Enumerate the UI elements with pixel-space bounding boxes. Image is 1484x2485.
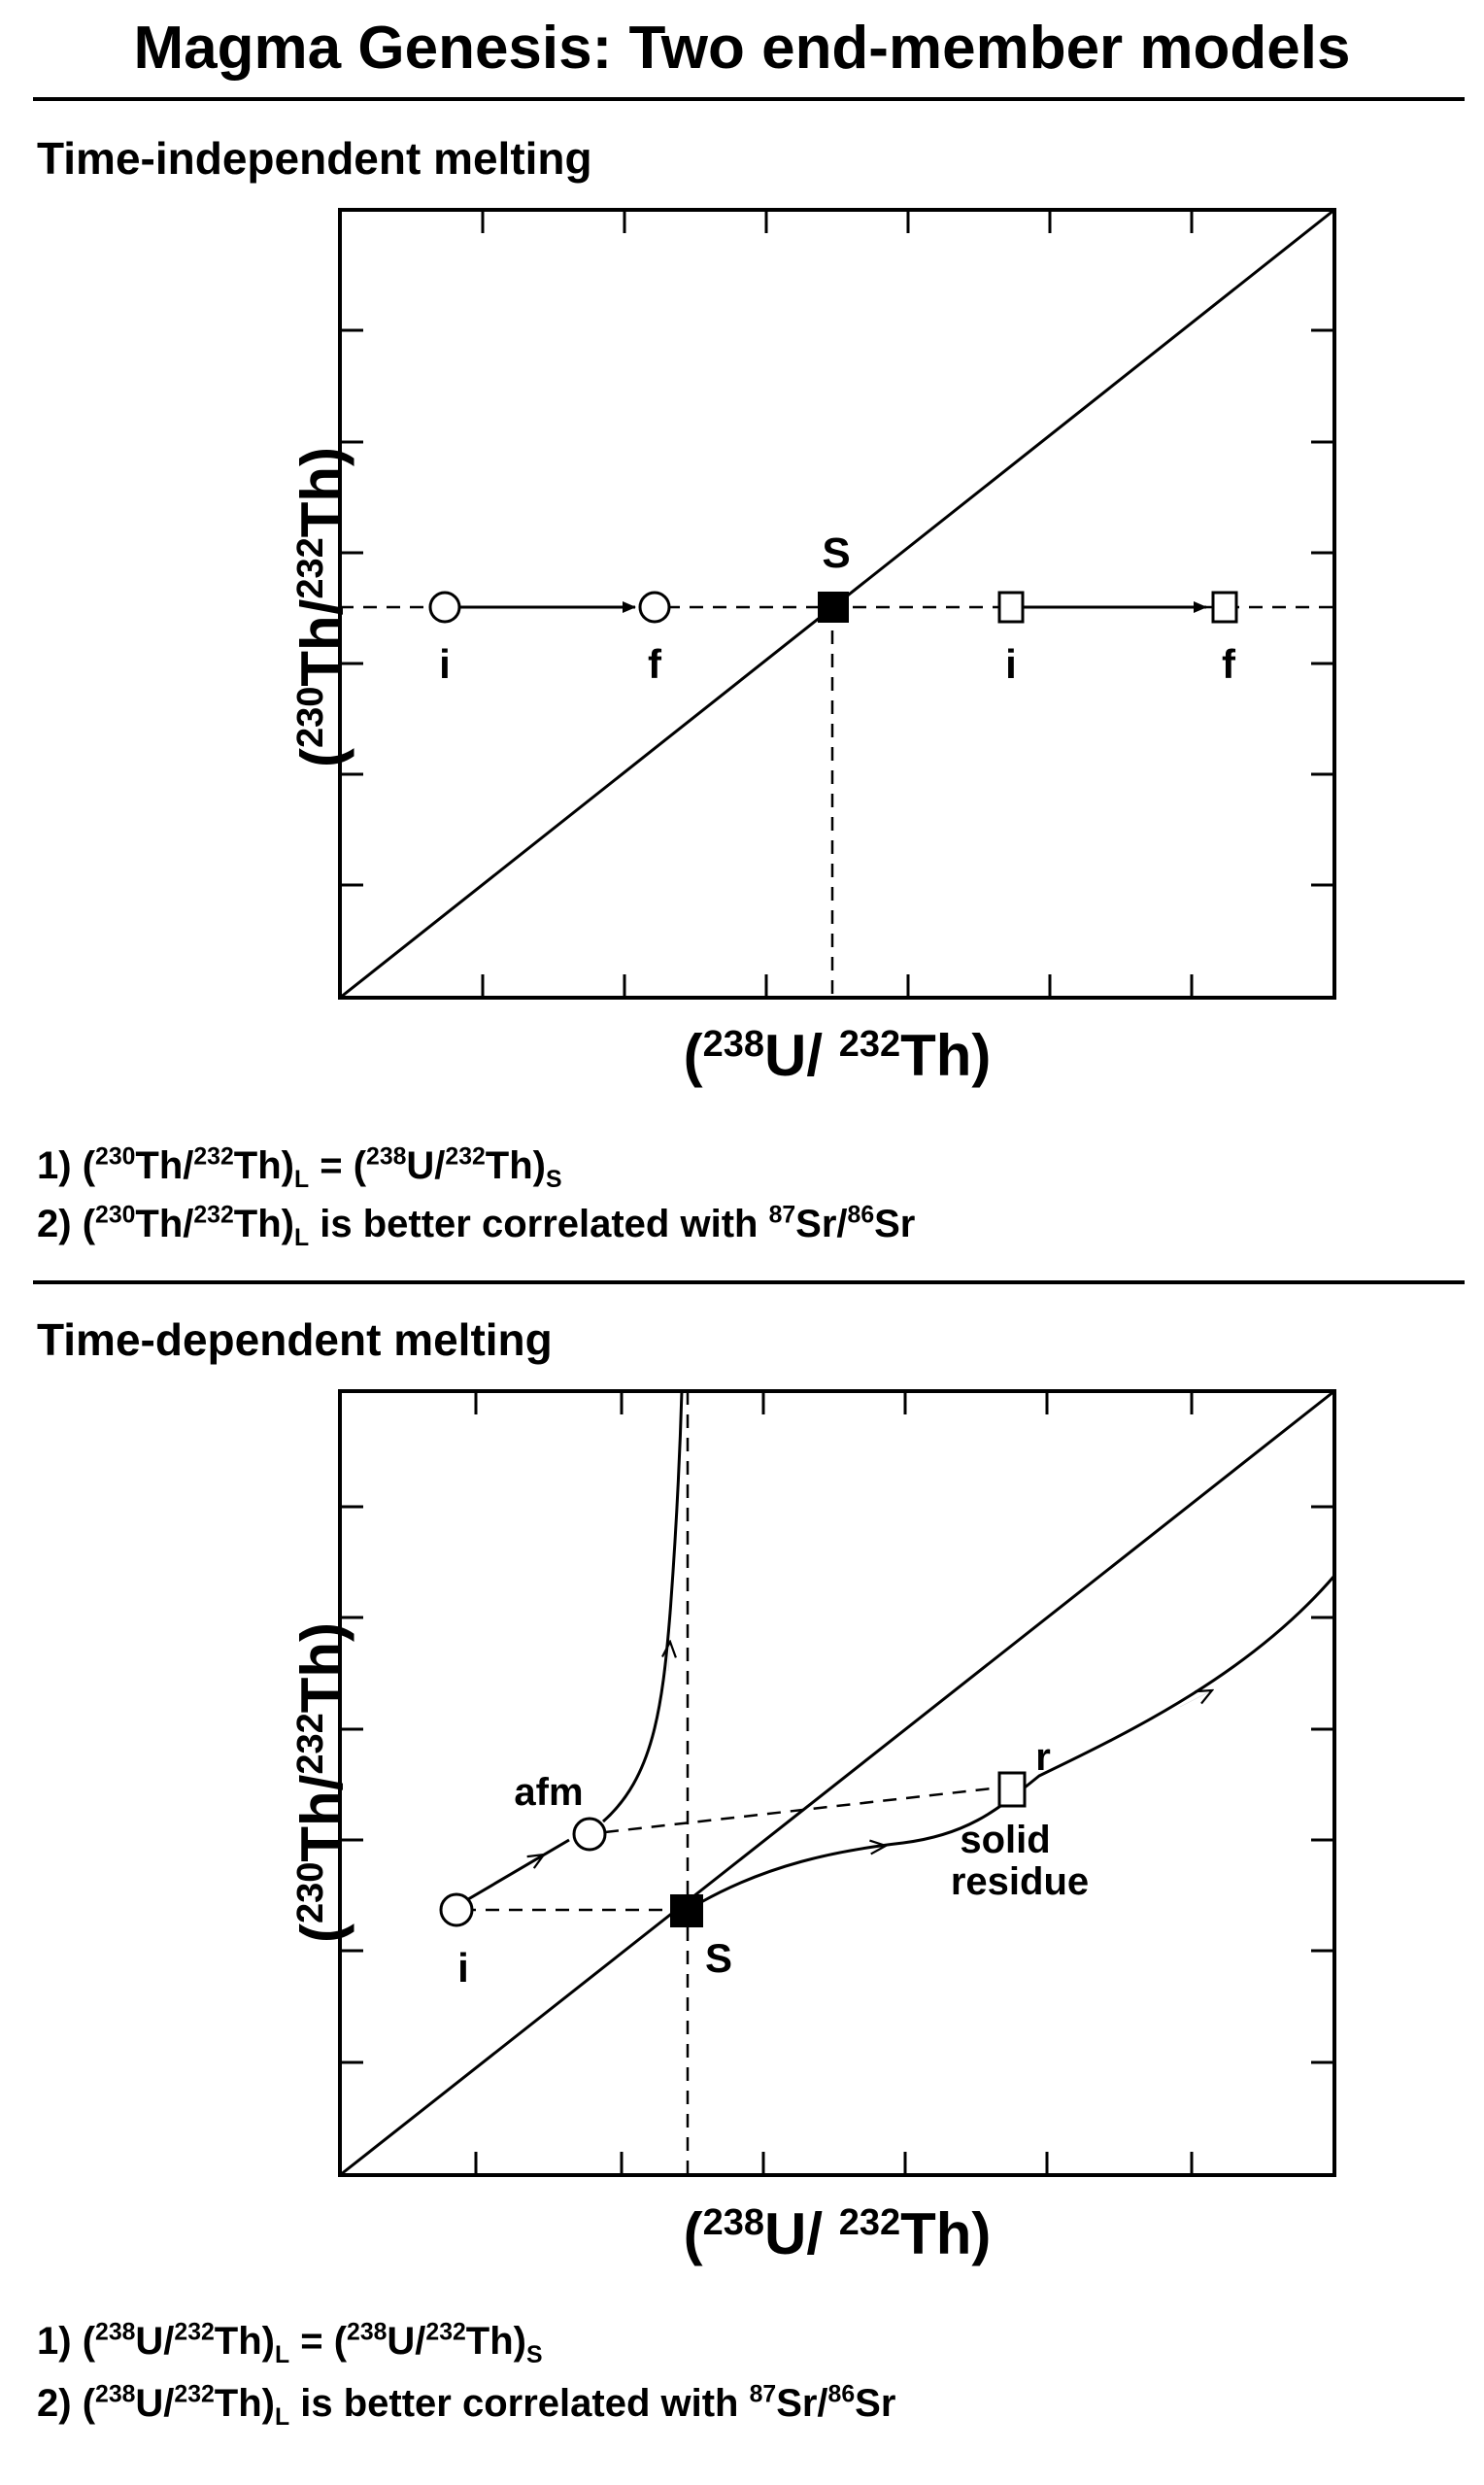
bottom-source-marker xyxy=(670,1894,703,1927)
bottom-liquid-arrowhead-1 xyxy=(505,1855,544,1878)
section-label-time-dependent: Time-dependent melting xyxy=(37,1314,553,1365)
top-plot-frame xyxy=(338,208,1336,1000)
bottom-x-ticks xyxy=(474,1391,1194,2175)
bottom-label-afm: afm xyxy=(514,1771,583,1814)
top-square-i-marker xyxy=(997,591,1025,624)
bottom-note-2: 2) (238U/232Th)L is better correlated wi… xyxy=(37,2381,896,2431)
bottom-label-solid: solid xyxy=(960,1819,1050,1861)
top-circle-f-marker xyxy=(638,591,671,624)
section-label-time-independent: Time-independent melting xyxy=(37,133,592,184)
bottom-y-axis-label: (230Th/232Th) xyxy=(289,1622,354,1943)
bottom-liquid-arrowhead-2 xyxy=(668,1642,670,1672)
top-plot: S i f i f (230Th/232Th) (238U/ 232Th) xyxy=(289,208,1336,1088)
bottom-circle-i-marker xyxy=(439,1892,474,1927)
top-circle-i-marker xyxy=(428,591,461,624)
top-note-1: 1) (230Th/232Th)L = (238U/232Th)S xyxy=(37,1143,562,1193)
bottom-plot: afm i S r solid residue (230Th/232Th) (2… xyxy=(289,1389,1336,2266)
bottom-solid-arrowhead-1 xyxy=(854,1846,886,1849)
top-y-axis-label: (230Th/232Th) xyxy=(289,447,354,767)
top-x-axis-label: (238U/ 232Th) xyxy=(684,1023,992,1088)
bottom-liquid-path-1 xyxy=(462,1838,570,1904)
page-title: Magma Genesis: Two end-member models xyxy=(133,15,1351,82)
top-x-ticks xyxy=(481,210,1194,998)
bottom-label-residue: residue xyxy=(951,1860,1089,1903)
bottom-afm-marker xyxy=(572,1817,607,1852)
top-note-2: 2) (230Th/232Th)L is better correlated w… xyxy=(37,1202,916,1251)
top-square-f-marker xyxy=(1211,591,1238,624)
top-label-circle-f: f xyxy=(648,641,662,687)
bottom-label-s: S xyxy=(705,1935,732,1981)
top-label-square-i: i xyxy=(1005,641,1017,687)
top-label-circle-i: i xyxy=(439,641,451,687)
bottom-note-1: 1) (238U/232Th)L = (238U/232Th)S xyxy=(37,2319,543,2368)
bottom-liquid-path-2 xyxy=(602,1390,684,1823)
top-label-square-f: f xyxy=(1222,641,1236,687)
bottom-x-axis-label: (238U/ 232Th) xyxy=(684,2201,992,2266)
bottom-equiline xyxy=(339,1389,1335,2177)
title-divider xyxy=(33,97,1465,101)
top-source-marker xyxy=(818,592,849,623)
bottom-plot-frame xyxy=(338,1389,1336,2177)
bottom-tie-line-dashed xyxy=(604,1786,1001,1834)
bottom-residue-marker xyxy=(997,1771,1027,1808)
bottom-solid-arrowhead-2 xyxy=(1179,1690,1212,1708)
top-y-ticks xyxy=(340,328,1334,887)
top-label-s: S xyxy=(822,529,850,577)
bottom-y-ticks xyxy=(340,1505,1334,2064)
bottom-label-r: r xyxy=(1035,1736,1051,1779)
section-divider xyxy=(33,1280,1465,1284)
bottom-label-i: i xyxy=(457,1945,469,1991)
